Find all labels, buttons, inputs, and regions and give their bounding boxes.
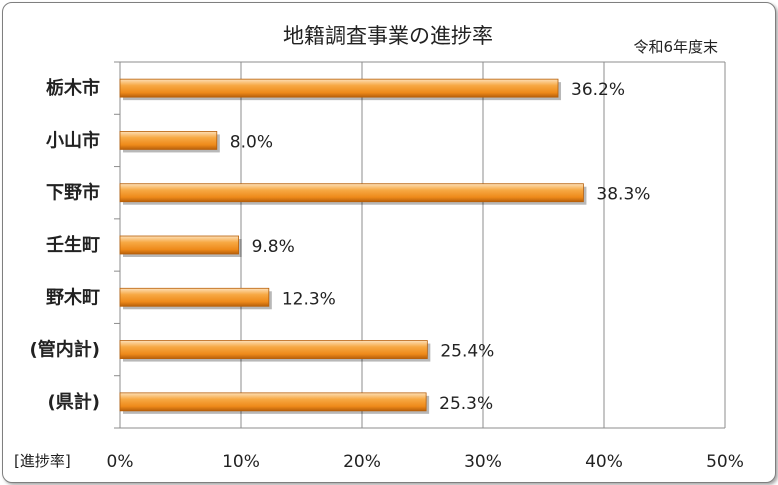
category-label: 壬生町 [46,234,100,256]
gridlines [114,61,726,429]
data-label: 9.8% [252,237,295,257]
x-axis-label: [進捗率] [14,452,71,470]
data-label: 12.3% [282,289,336,309]
category-label: (管内計) [30,339,100,361]
bar [119,287,270,307]
x-tick-label: 0% [107,452,134,472]
x-tick-labels: 0% 10% 20% 30% 40% 50% [107,452,744,472]
x-tick-label: 30% [464,452,502,472]
bar [119,235,239,255]
bar [119,131,218,150]
data-label: 36.2% [571,80,625,100]
x-tick-label: 10% [222,452,260,472]
bar [119,78,559,98]
data-label: 8.0% [230,132,273,152]
bars [119,78,587,414]
bar [119,183,584,203]
category-label: 野木町 [46,286,100,308]
data-label: 38.3% [596,185,650,205]
x-tick-label: 20% [343,452,381,472]
chart-subtitle: 令和6年度末 [633,38,718,56]
bar [119,340,428,359]
x-tick-label: 50% [706,452,744,472]
chart-title: 地籍調査事業の進捗率 [283,24,493,48]
category-label: 下野市 [46,182,100,204]
data-label: 25.3% [439,394,493,414]
category-label: 小山市 [46,129,100,151]
category-label: (県計) [48,391,100,413]
category-label: 栃木市 [46,77,100,99]
data-labels: 36.2% 8.0% 38.3% 9.8% 12.3% 25.4% 25.3% [230,80,651,414]
data-label: 25.4% [440,342,494,362]
x-tick-label: 40% [585,452,623,472]
bar [119,392,427,412]
